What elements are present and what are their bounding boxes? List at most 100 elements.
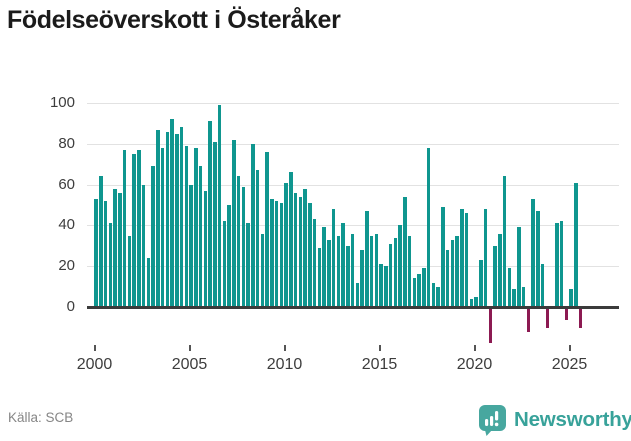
bar-2015-q4 bbox=[393, 237, 398, 307]
bar-2017-q2 bbox=[422, 268, 426, 307]
bar-2018-q2 bbox=[441, 207, 445, 307]
bar-2013-q4 bbox=[355, 282, 360, 307]
bar-2012-q4 bbox=[336, 235, 341, 307]
bar-2005-q2 bbox=[194, 147, 198, 307]
bar-2025-q2 bbox=[574, 182, 578, 307]
bar-2023-q1 bbox=[531, 198, 535, 307]
bar-2003-q3 bbox=[160, 147, 165, 307]
bar-2019-q3 bbox=[464, 213, 469, 307]
bar-2022-q4 bbox=[526, 309, 531, 333]
bar-2008-q1 bbox=[246, 223, 250, 307]
bar-2003-q1 bbox=[151, 166, 155, 307]
bar-2022-q3 bbox=[521, 286, 526, 307]
bar-2011-q2 bbox=[308, 202, 312, 307]
y-axis-tick-label: 100 bbox=[49, 94, 75, 111]
bar-2021-q2 bbox=[498, 233, 502, 307]
bar-2000-q1 bbox=[94, 198, 98, 307]
bar-2010-q4 bbox=[298, 196, 303, 307]
bar-2007-q3 bbox=[236, 176, 241, 307]
bar-2019-q1 bbox=[455, 235, 459, 307]
newsworthy-logo: Newsworthy bbox=[478, 404, 631, 436]
y-axis-tick-label: 80 bbox=[58, 134, 75, 152]
bar-2001-q2 bbox=[118, 192, 122, 307]
bar-2017-q3 bbox=[426, 147, 431, 307]
x-axis-tick-label: 2015 bbox=[361, 356, 398, 373]
bar-2008-q2 bbox=[251, 143, 255, 307]
x-axis-tick bbox=[378, 345, 381, 351]
bar-2020-q1 bbox=[474, 296, 478, 307]
y-axis-tick-label: 40 bbox=[58, 216, 75, 234]
bar-2014-q3 bbox=[369, 235, 374, 307]
bar-2020-q2 bbox=[479, 260, 483, 307]
bar-2012-q2 bbox=[327, 239, 331, 307]
bar-2017-q4 bbox=[431, 282, 436, 307]
x-axis-tick bbox=[283, 345, 286, 351]
bar-2023-q2 bbox=[536, 211, 540, 307]
bar-2017-q1 bbox=[417, 274, 421, 307]
bar-2006-q3 bbox=[217, 105, 222, 307]
bar-2007-q4 bbox=[241, 186, 246, 307]
x-axis-tick-label: 2020 bbox=[456, 356, 493, 373]
bar-2009-q4 bbox=[279, 202, 284, 307]
bar-2011-q3 bbox=[312, 219, 317, 307]
bar-2009-q1 bbox=[265, 151, 269, 307]
bar-2021-q4 bbox=[507, 268, 512, 307]
bar-2007-q1 bbox=[227, 205, 231, 307]
bar-2010-q2 bbox=[289, 172, 293, 307]
x-axis-tick bbox=[188, 345, 191, 351]
bar-2025-q1 bbox=[569, 288, 573, 307]
bar-2009-q2 bbox=[270, 198, 274, 307]
y-axis-tick-label: 0 bbox=[66, 298, 75, 315]
bar-2019-q4 bbox=[469, 298, 474, 307]
bar-2025-q3 bbox=[578, 309, 583, 329]
bar-2021-q3 bbox=[502, 176, 507, 307]
bar-2022-q1 bbox=[512, 288, 516, 307]
bar-2024-q2 bbox=[555, 223, 559, 307]
bar-2023-q4 bbox=[545, 309, 550, 329]
bar-2004-q1 bbox=[170, 119, 174, 307]
bar-2009-q3 bbox=[274, 200, 279, 307]
bar-2003-q4 bbox=[165, 131, 170, 307]
bar-2016-q1 bbox=[398, 225, 402, 307]
bar-2006-q1 bbox=[208, 121, 212, 307]
bar-2018-q1 bbox=[436, 286, 440, 307]
x-axis-tick-label: 2005 bbox=[171, 356, 208, 373]
bar-2013-q3 bbox=[350, 233, 355, 307]
bar-2011-q4 bbox=[317, 247, 322, 307]
bar-2000-q3 bbox=[103, 200, 108, 307]
bar-2021-q1 bbox=[493, 245, 497, 307]
bar-2015-q2 bbox=[384, 266, 388, 307]
bar-2016-q4 bbox=[412, 278, 417, 307]
bar-2010-q1 bbox=[284, 182, 288, 307]
bar-2018-q4 bbox=[450, 239, 455, 307]
bar-2002-q4 bbox=[146, 258, 151, 307]
bar-2006-q4 bbox=[222, 221, 227, 307]
bar-2000-q4 bbox=[108, 223, 113, 307]
newsworthy-logo-icon bbox=[478, 404, 507, 436]
x-axis-tick bbox=[568, 345, 571, 351]
chart-plot-area: 0 20 40 60 80 100 2000 2005 2010 2015 2020 2025 bbox=[50, 95, 631, 373]
y-axis-tick-label: 20 bbox=[58, 257, 75, 275]
bar-2019-q2 bbox=[460, 209, 464, 307]
bar-2002-q1 bbox=[132, 154, 136, 307]
bar-2016-q3 bbox=[407, 235, 412, 307]
bar-2015-q1 bbox=[379, 264, 383, 307]
bar-2014-q1 bbox=[360, 249, 364, 307]
bar-2022-q2 bbox=[517, 227, 521, 307]
bar-2024-q3 bbox=[559, 221, 564, 307]
bar-2020-q4 bbox=[488, 309, 493, 343]
gridline bbox=[87, 103, 619, 104]
bar-2014-q2 bbox=[365, 211, 369, 307]
bar-2005-q3 bbox=[198, 166, 203, 307]
x-axis-line bbox=[87, 306, 619, 309]
bar-2000-q2 bbox=[99, 176, 103, 307]
x-axis-tick-label: 2000 bbox=[76, 356, 113, 373]
newsworthy-wordmark: Newsworthy bbox=[514, 408, 631, 431]
gridline bbox=[87, 225, 619, 227]
bar-2001-q1 bbox=[113, 188, 117, 307]
bar-2007-q2 bbox=[232, 139, 236, 307]
bar-2008-q4 bbox=[260, 233, 265, 307]
bar-2013-q2 bbox=[346, 245, 350, 307]
x-axis-tick-label: 2025 bbox=[551, 356, 588, 373]
source-caption: Källa: SCB bbox=[8, 410, 74, 425]
